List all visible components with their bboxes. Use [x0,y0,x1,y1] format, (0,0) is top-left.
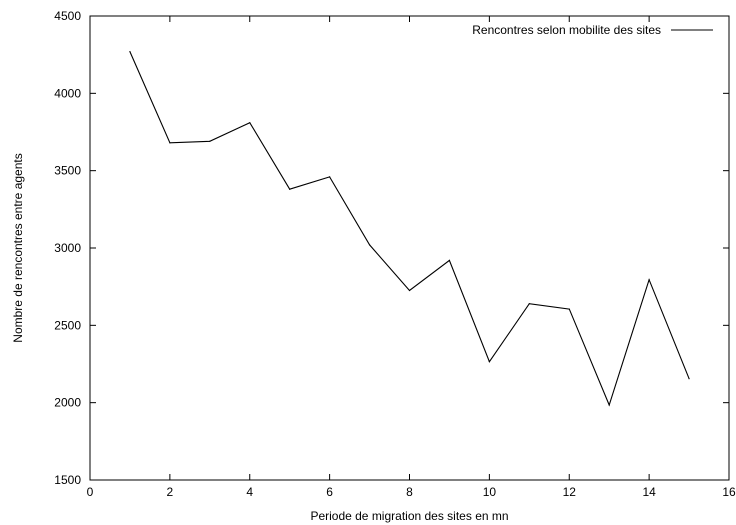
data-point [688,378,690,380]
data-point [368,244,371,246]
x-tick-label: 6 [326,485,333,499]
x-tick-label: 16 [722,485,736,499]
y-tick-label: 1500 [54,473,81,487]
legend-label: Rencontres selon mobilite des sites [472,23,661,37]
y-tick-label: 2500 [54,318,81,332]
data-point [249,122,251,124]
data-point [448,259,451,261]
x-tick-label: 10 [483,485,497,499]
y-tick-label: 4000 [54,86,81,100]
legend: Rencontres selon mobilite des sites [472,23,713,37]
data-point [329,176,331,178]
data-point [129,50,131,53]
y-axis-label: Nombre de rencontres entre agents [11,153,25,342]
y-tick-label: 4500 [54,9,81,23]
data-point [528,303,530,305]
x-tick-label: 4 [246,485,253,499]
series-line [129,51,690,407]
data-point [289,188,291,190]
plot-border [89,15,730,481]
x-tick-label: 12 [563,485,577,499]
x-tick-label: 0 [87,485,94,499]
x-tick-label: 2 [167,485,174,499]
data-point [648,279,650,281]
series-lines [129,50,690,407]
x-tick-label: 14 [642,485,656,499]
data-point [169,142,171,144]
y-tick-label: 3000 [54,241,81,255]
data-point [408,289,411,292]
data-point [568,308,570,310]
x-tick-label: 8 [406,485,413,499]
axis-ticks: 0 2 4 6 8 10 12 14 16 1500 2000 2500 3000 3500 4000 450… [54,9,736,499]
plot-frame [89,15,730,481]
y-tick-label: 2000 [54,396,81,410]
y-tick-label: 3500 [54,164,81,178]
data-point [209,140,211,142]
data-point [488,361,490,363]
x-axis-label: Periode de migration des sites en mn [310,509,508,523]
data-point [608,404,610,406]
